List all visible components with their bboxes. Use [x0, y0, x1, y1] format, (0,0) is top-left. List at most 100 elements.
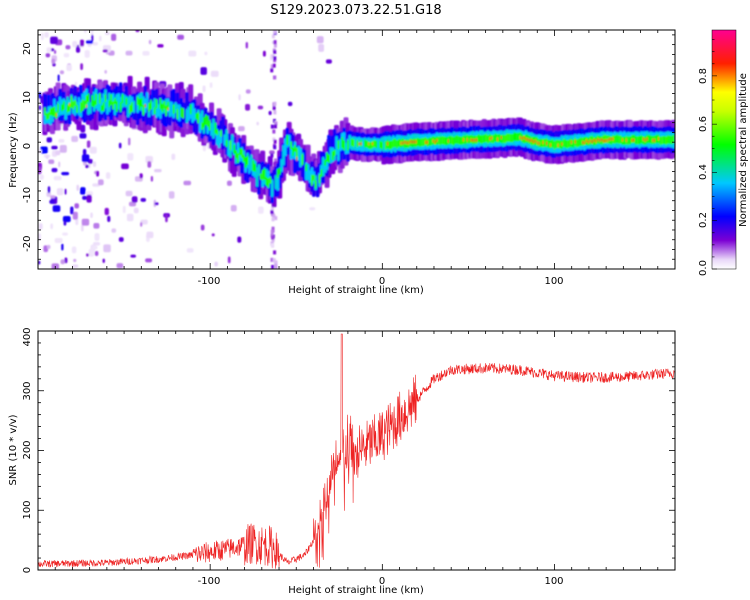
- heatmap-cell: [635, 136, 637, 145]
- heatmap-cell: [64, 189, 66, 195]
- heatmap-cell: [264, 169, 266, 180]
- heatmap-cell: [332, 151, 334, 160]
- heatmap-cell: [82, 219, 89, 226]
- heatmap-cell: [273, 56, 276, 60]
- heatmap-cell: [114, 98, 116, 104]
- heatmap-cell: [178, 105, 181, 122]
- heatmap-cell: [205, 114, 207, 125]
- heatmap-cell: [165, 105, 167, 116]
- heatmap-cell: [364, 140, 366, 148]
- heatmap-cell: [611, 137, 612, 141]
- heatmap-cell: [187, 248, 194, 252]
- heatmap-cell: [48, 160, 54, 164]
- heatmap-cell: [89, 249, 95, 257]
- heatmap-cell: [157, 44, 163, 47]
- heatmap-cell: [53, 107, 55, 118]
- heatmap-cell: [408, 141, 409, 145]
- heatmap-cell: [84, 28, 86, 33]
- heatmap-cell: [301, 154, 303, 165]
- heatmap-cell: [96, 171, 99, 177]
- heatmap-cell: [60, 70, 64, 74]
- heatmap-cell: [620, 135, 622, 144]
- heatmap-cell: [504, 134, 506, 143]
- snr-x-tick-label: 100: [544, 576, 563, 587]
- heatmap-cell: [105, 95, 107, 103]
- heatmap-cell: [103, 244, 110, 252]
- heatmap-cell: [39, 223, 43, 229]
- heatmap-cell: [44, 107, 46, 116]
- heatmap-cell: [40, 174, 44, 179]
- heatmap-cell: [274, 40, 277, 44]
- heatmap-cell: [82, 99, 84, 110]
- heatmap-cell: [449, 135, 451, 144]
- heatmap-cell: [52, 107, 54, 116]
- heatmap-cell: [438, 136, 440, 145]
- colorbar-gradient: [712, 30, 736, 269]
- heatmap-cell: [44, 32, 48, 37]
- heatmap-cell: [375, 141, 377, 149]
- heatmap-cell: [80, 102, 82, 113]
- heatmap-cell: [421, 138, 423, 147]
- heatmap-cell: [419, 138, 421, 147]
- heatmap-cell: [130, 255, 136, 258]
- heatmap-cell: [273, 64, 276, 68]
- heatmap-cell: [134, 208, 139, 213]
- heatmap-cell: [370, 142, 372, 150]
- heatmap-cell: [46, 53, 51, 57]
- heatmap-cell: [239, 148, 241, 156]
- heatmap-cell: [451, 136, 453, 145]
- heatmap-cell: [46, 155, 49, 159]
- heatmap-cell: [481, 135, 483, 144]
- heatmap-cell: [103, 49, 108, 52]
- snr-ticks: [38, 331, 675, 570]
- colorbar-tick-label: 0.6: [698, 116, 709, 132]
- heatmap-cell: [271, 236, 274, 240]
- heatmap-cell: [658, 137, 659, 141]
- heatmap-cell: [575, 140, 576, 144]
- heatmap-cell: [616, 134, 618, 143]
- heatmap-cell: [201, 122, 203, 130]
- heatmap-cell: [351, 138, 353, 146]
- heatmap-cell: [203, 117, 205, 128]
- heatmap-cell: [95, 94, 97, 106]
- heatmap-cell: [58, 139, 64, 143]
- heatmap-cell: [246, 89, 251, 93]
- heatmap-cell: [572, 139, 574, 148]
- heatmap-cell: [123, 206, 126, 213]
- heatmap-panel: -100 0 100 -20 -10 0 10 20 Height of str…: [8, 28, 676, 296]
- heatmap-cell: [434, 140, 435, 144]
- heatmap-cell: [497, 137, 498, 141]
- heatmap-cell: [599, 138, 600, 142]
- heatmap-cell: [539, 141, 540, 145]
- heatmap-cell: [612, 137, 613, 141]
- heatmap-cell: [387, 142, 388, 146]
- heatmap-cell: [165, 214, 168, 222]
- heatmap-cell: [171, 154, 175, 160]
- colorbar-tick-label: 0.0: [698, 260, 709, 276]
- heatmap-cell: [51, 59, 55, 64]
- heatmap-cell: [273, 75, 276, 79]
- heatmap-cell: [70, 96, 72, 108]
- heatmap-cell: [241, 148, 243, 158]
- heatmap-cell: [76, 185, 79, 191]
- heatmap-cell: [415, 140, 416, 144]
- heatmap-cell: [590, 139, 591, 143]
- snr-y-tick-label: 400: [22, 327, 33, 346]
- snr-panel: -100 0 100 0 100 200 300 400 Height of s…: [8, 327, 675, 596]
- heatmap-cell: [423, 138, 425, 147]
- heatmap-cell: [455, 135, 457, 144]
- heatmap-cell: [522, 137, 523, 141]
- heatmap-cell: [654, 138, 655, 142]
- heatmap-cell: [74, 100, 76, 107]
- heatmap-cell: [288, 102, 293, 106]
- heatmap-cell: [467, 138, 468, 142]
- heatmap-cell: [663, 135, 665, 144]
- heatmap-cell: [55, 238, 63, 243]
- heatmap-cell: [238, 126, 245, 131]
- heatmap-cell: [48, 112, 50, 120]
- heatmap-cell: [90, 147, 97, 154]
- heatmap-cell: [180, 107, 182, 117]
- heatmap-cell: [542, 141, 543, 145]
- heatmap-cell: [392, 139, 394, 148]
- heatmap-cell: [86, 40, 93, 44]
